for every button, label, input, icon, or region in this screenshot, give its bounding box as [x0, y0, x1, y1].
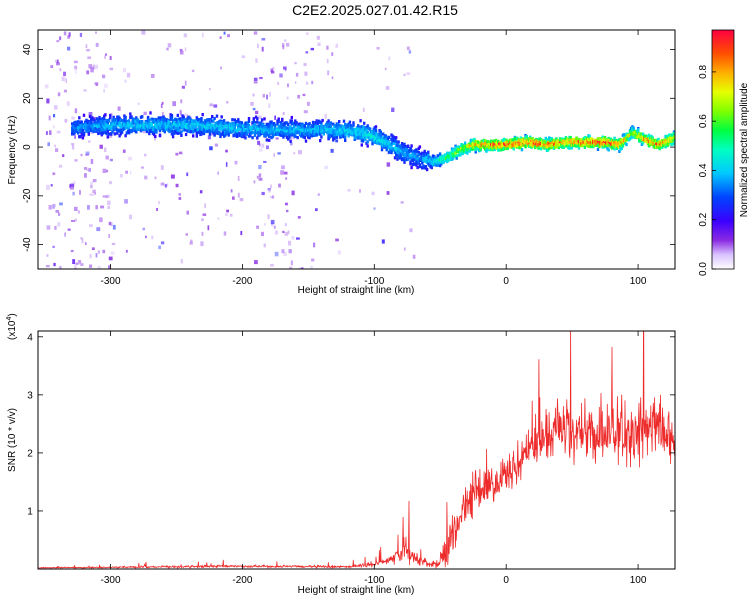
spectrogram-ridge — [71, 111, 675, 172]
snr-x-tick-label: -300 — [101, 575, 121, 586]
spectrogram-y-tick-label: 20 — [22, 92, 33, 104]
spectrogram-x-tick-label: -300 — [101, 276, 121, 287]
snr-y-multiplier-close: ) — [7, 313, 18, 316]
spectrogram-y-tick-label: 0 — [22, 144, 33, 150]
colorbar-tick-label: 0.8 — [698, 64, 709, 78]
colorbar — [712, 30, 734, 269]
snr-x-tick-label: -100 — [364, 575, 384, 586]
page-title: C2E2.2025.027.01.42.R15 — [292, 2, 458, 18]
snr-y-tick-label: 2 — [27, 448, 33, 459]
snr-y-ticks: 1 2 3 4 — [27, 332, 675, 517]
colorbar-tick-label: 0.4 — [698, 163, 709, 177]
snr-x-tick-label: 0 — [503, 575, 509, 586]
colorbar-tick-label: 0.2 — [698, 212, 709, 226]
snr-y-tick-label: 4 — [27, 332, 33, 343]
spectrogram-y-axis-label: Frequency (Hz) — [7, 116, 18, 185]
spectrogram-x-axis-label: Height of straight line (km) — [298, 285, 415, 296]
svg-text:(x104): (x104) — [6, 313, 18, 340]
spectrogram-y-tick-label: -20 — [22, 188, 33, 203]
snr-plot-area — [38, 331, 675, 569]
snr-x-tick-label: -200 — [232, 575, 252, 586]
snr-panel: -300 -200 -100 0 100 1 2 3 4 Height of straight… — [6, 313, 676, 596]
snr-x-tick-label: 100 — [630, 575, 647, 586]
colorbar-tick-label: 0.0 — [698, 262, 709, 276]
spectrogram-y-tick-label: -40 — [22, 237, 33, 252]
spectrogram-y-tick-label: 40 — [22, 44, 33, 56]
colorbar-frame — [711, 29, 735, 270]
snr-x-ticks: -300 -200 -100 0 100 — [101, 331, 647, 586]
colorbar-ticks: 0.0 0.2 0.4 0.6 0.8 — [698, 64, 716, 276]
colorbar-label: Normalized spectral amplitude — [739, 82, 750, 217]
spectrogram-y-ticks: -40 -20 0 20 40 — [22, 44, 675, 252]
snr-y-multiplier: (x104) — [6, 313, 18, 340]
snr-y-multiplier-base: (x10 — [7, 320, 18, 340]
spectrogram-heatmap — [44, 30, 675, 269]
spectrogram-x-tick-label: -100 — [364, 276, 384, 287]
snr-y-multiplier-exp: 4 — [6, 317, 13, 321]
spectrogram-frame — [37, 29, 676, 270]
snr-y-tick-label: 1 — [27, 506, 33, 517]
colorbar-tick-label: 0.6 — [698, 114, 709, 128]
spectrogram-x-ticks: -300 -200 -100 0 100 — [101, 30, 647, 287]
spectrogram-x-tick-label: 100 — [630, 276, 647, 287]
snr-series-line — [38, 331, 675, 569]
snr-y-axis-label: SNR (10 * v/v) — [7, 408, 18, 472]
snr-x-axis-label: Height of straight line (km) — [298, 585, 415, 596]
snr-y-tick-label: 3 — [27, 390, 33, 401]
snr-frame — [37, 330, 676, 570]
spectrogram-x-tick-label: 0 — [503, 276, 509, 287]
spectrogram-x-tick-label: -200 — [232, 276, 252, 287]
